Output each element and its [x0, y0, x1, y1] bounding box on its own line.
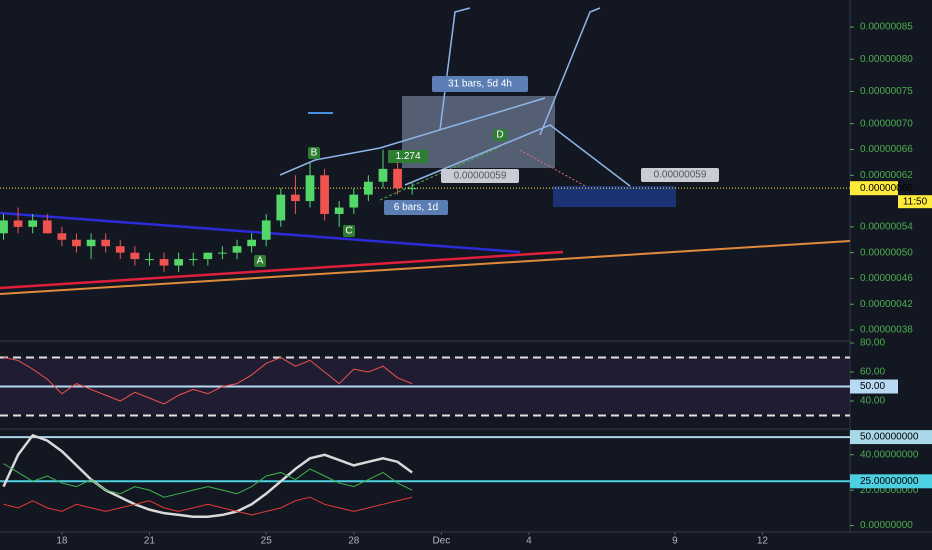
pattern-label: B — [311, 148, 318, 159]
x-tick-label: 18 — [56, 536, 68, 547]
annotation: 6 bars, 1d — [394, 202, 438, 213]
countdown: 11:50 — [903, 196, 928, 207]
level-box — [850, 379, 898, 394]
candle-body — [305, 175, 315, 202]
y-tick-label: 40.00000000 — [860, 449, 919, 460]
level-box — [850, 430, 932, 445]
pattern-point — [493, 129, 507, 141]
x-tick-label: Dec — [432, 536, 450, 547]
candle-body — [72, 239, 81, 247]
pattern-point — [343, 225, 355, 237]
series-line — [2, 433, 413, 518]
y-tick-label: 20.00000000 — [860, 485, 919, 496]
trendline — [0, 240, 851, 295]
pattern — [519, 149, 586, 187]
candle-body — [320, 175, 329, 214]
candle-body — [13, 220, 23, 227]
candle-body — [291, 194, 300, 202]
candle-body — [28, 220, 38, 227]
candle-body — [115, 246, 125, 253]
y-tick-label: 0.00000066 — [860, 144, 913, 155]
candle-body — [86, 239, 96, 247]
candle-body — [218, 252, 227, 254]
target-box — [553, 186, 676, 207]
pattern-label: D — [496, 130, 503, 141]
candle-body — [393, 168, 402, 189]
y-tick-label: 0.00000085 — [860, 22, 913, 33]
candle-body — [407, 188, 417, 190]
candle-body — [174, 259, 184, 266]
candle-body — [203, 252, 213, 260]
level-label: 50.00 — [860, 381, 885, 392]
y-tick-label: 40.00 — [860, 396, 885, 407]
pattern-label: A — [257, 256, 264, 267]
channel — [279, 97, 546, 176]
y-tick-label: 0.00000080 — [860, 54, 913, 65]
series-line — [3, 356, 413, 405]
level-label: 0.00000060 — [860, 183, 913, 194]
trendline — [0, 211, 521, 254]
series-line — [3, 496, 413, 516]
y-tick-label: 0.00000050 — [860, 247, 913, 258]
y-tick-label: 80.00 — [860, 338, 885, 349]
pattern-label: C — [345, 226, 352, 237]
level-label: 25.00000000 — [860, 476, 919, 487]
y-tick-label: 0.00000054 — [860, 222, 913, 233]
x-tick-label: 9 — [672, 536, 678, 547]
candle-body — [378, 168, 388, 182]
x-tick-label: 28 — [348, 536, 360, 547]
candle-body — [334, 207, 344, 214]
candle-body — [145, 259, 154, 261]
annotation: 0.00000059 — [654, 170, 707, 181]
annotation-box — [388, 150, 428, 163]
y-tick-label: 60.00 — [860, 367, 885, 378]
y-tick-label: 0.00000042 — [860, 299, 913, 310]
annotation-box — [384, 200, 448, 215]
trendline — [0, 250, 564, 290]
annotation: 31 bars, 5d 4h — [448, 79, 512, 90]
annotation-box — [641, 168, 719, 182]
countdown-box — [898, 195, 932, 209]
candle-body — [0, 220, 8, 234]
candle-body — [232, 246, 242, 253]
candle-body — [276, 194, 286, 221]
annotation: 0.00000059 — [454, 171, 507, 182]
y-tick-label: 0.00000070 — [860, 118, 913, 129]
level-box — [850, 474, 932, 489]
projection — [404, 124, 631, 187]
y-tick-label: 0.00000038 — [860, 325, 913, 336]
x-tick-label: 4 — [526, 536, 532, 547]
annotation: 1.274 — [395, 151, 420, 162]
candle-body — [101, 239, 111, 247]
candle-body — [159, 259, 169, 266]
x-tick-label: 25 — [261, 536, 273, 547]
x-tick-label: 21 — [144, 536, 156, 547]
arrow — [539, 7, 601, 136]
candle-body — [247, 239, 256, 247]
y-tick-label: 0.00000075 — [860, 86, 913, 97]
drawings: 31 bars, 5d 4h 6 bars, 1d 1.274 0.000000… — [0, 7, 851, 295]
x-tick-label: 12 — [757, 536, 769, 547]
y-tick-label: 0.00000000 — [860, 520, 913, 531]
candle-body — [349, 194, 359, 208]
pattern — [379, 146, 501, 201]
pattern-point — [254, 255, 266, 267]
candle-body — [261, 220, 271, 240]
series-line — [3, 463, 413, 498]
annotation-box — [432, 76, 528, 92]
level-label: 50.00000000 — [860, 432, 919, 443]
y-tick-label: 0.00000062 — [860, 170, 913, 181]
candle-body — [188, 259, 198, 261]
y-tick-label: 0.00000046 — [860, 273, 913, 284]
candle-body — [42, 220, 52, 234]
candle-body — [57, 233, 67, 240]
candle-body — [363, 181, 373, 195]
pattern-point — [308, 147, 320, 159]
level-box — [850, 181, 898, 196]
candle-body — [130, 252, 140, 260]
annotation-box — [441, 169, 519, 183]
